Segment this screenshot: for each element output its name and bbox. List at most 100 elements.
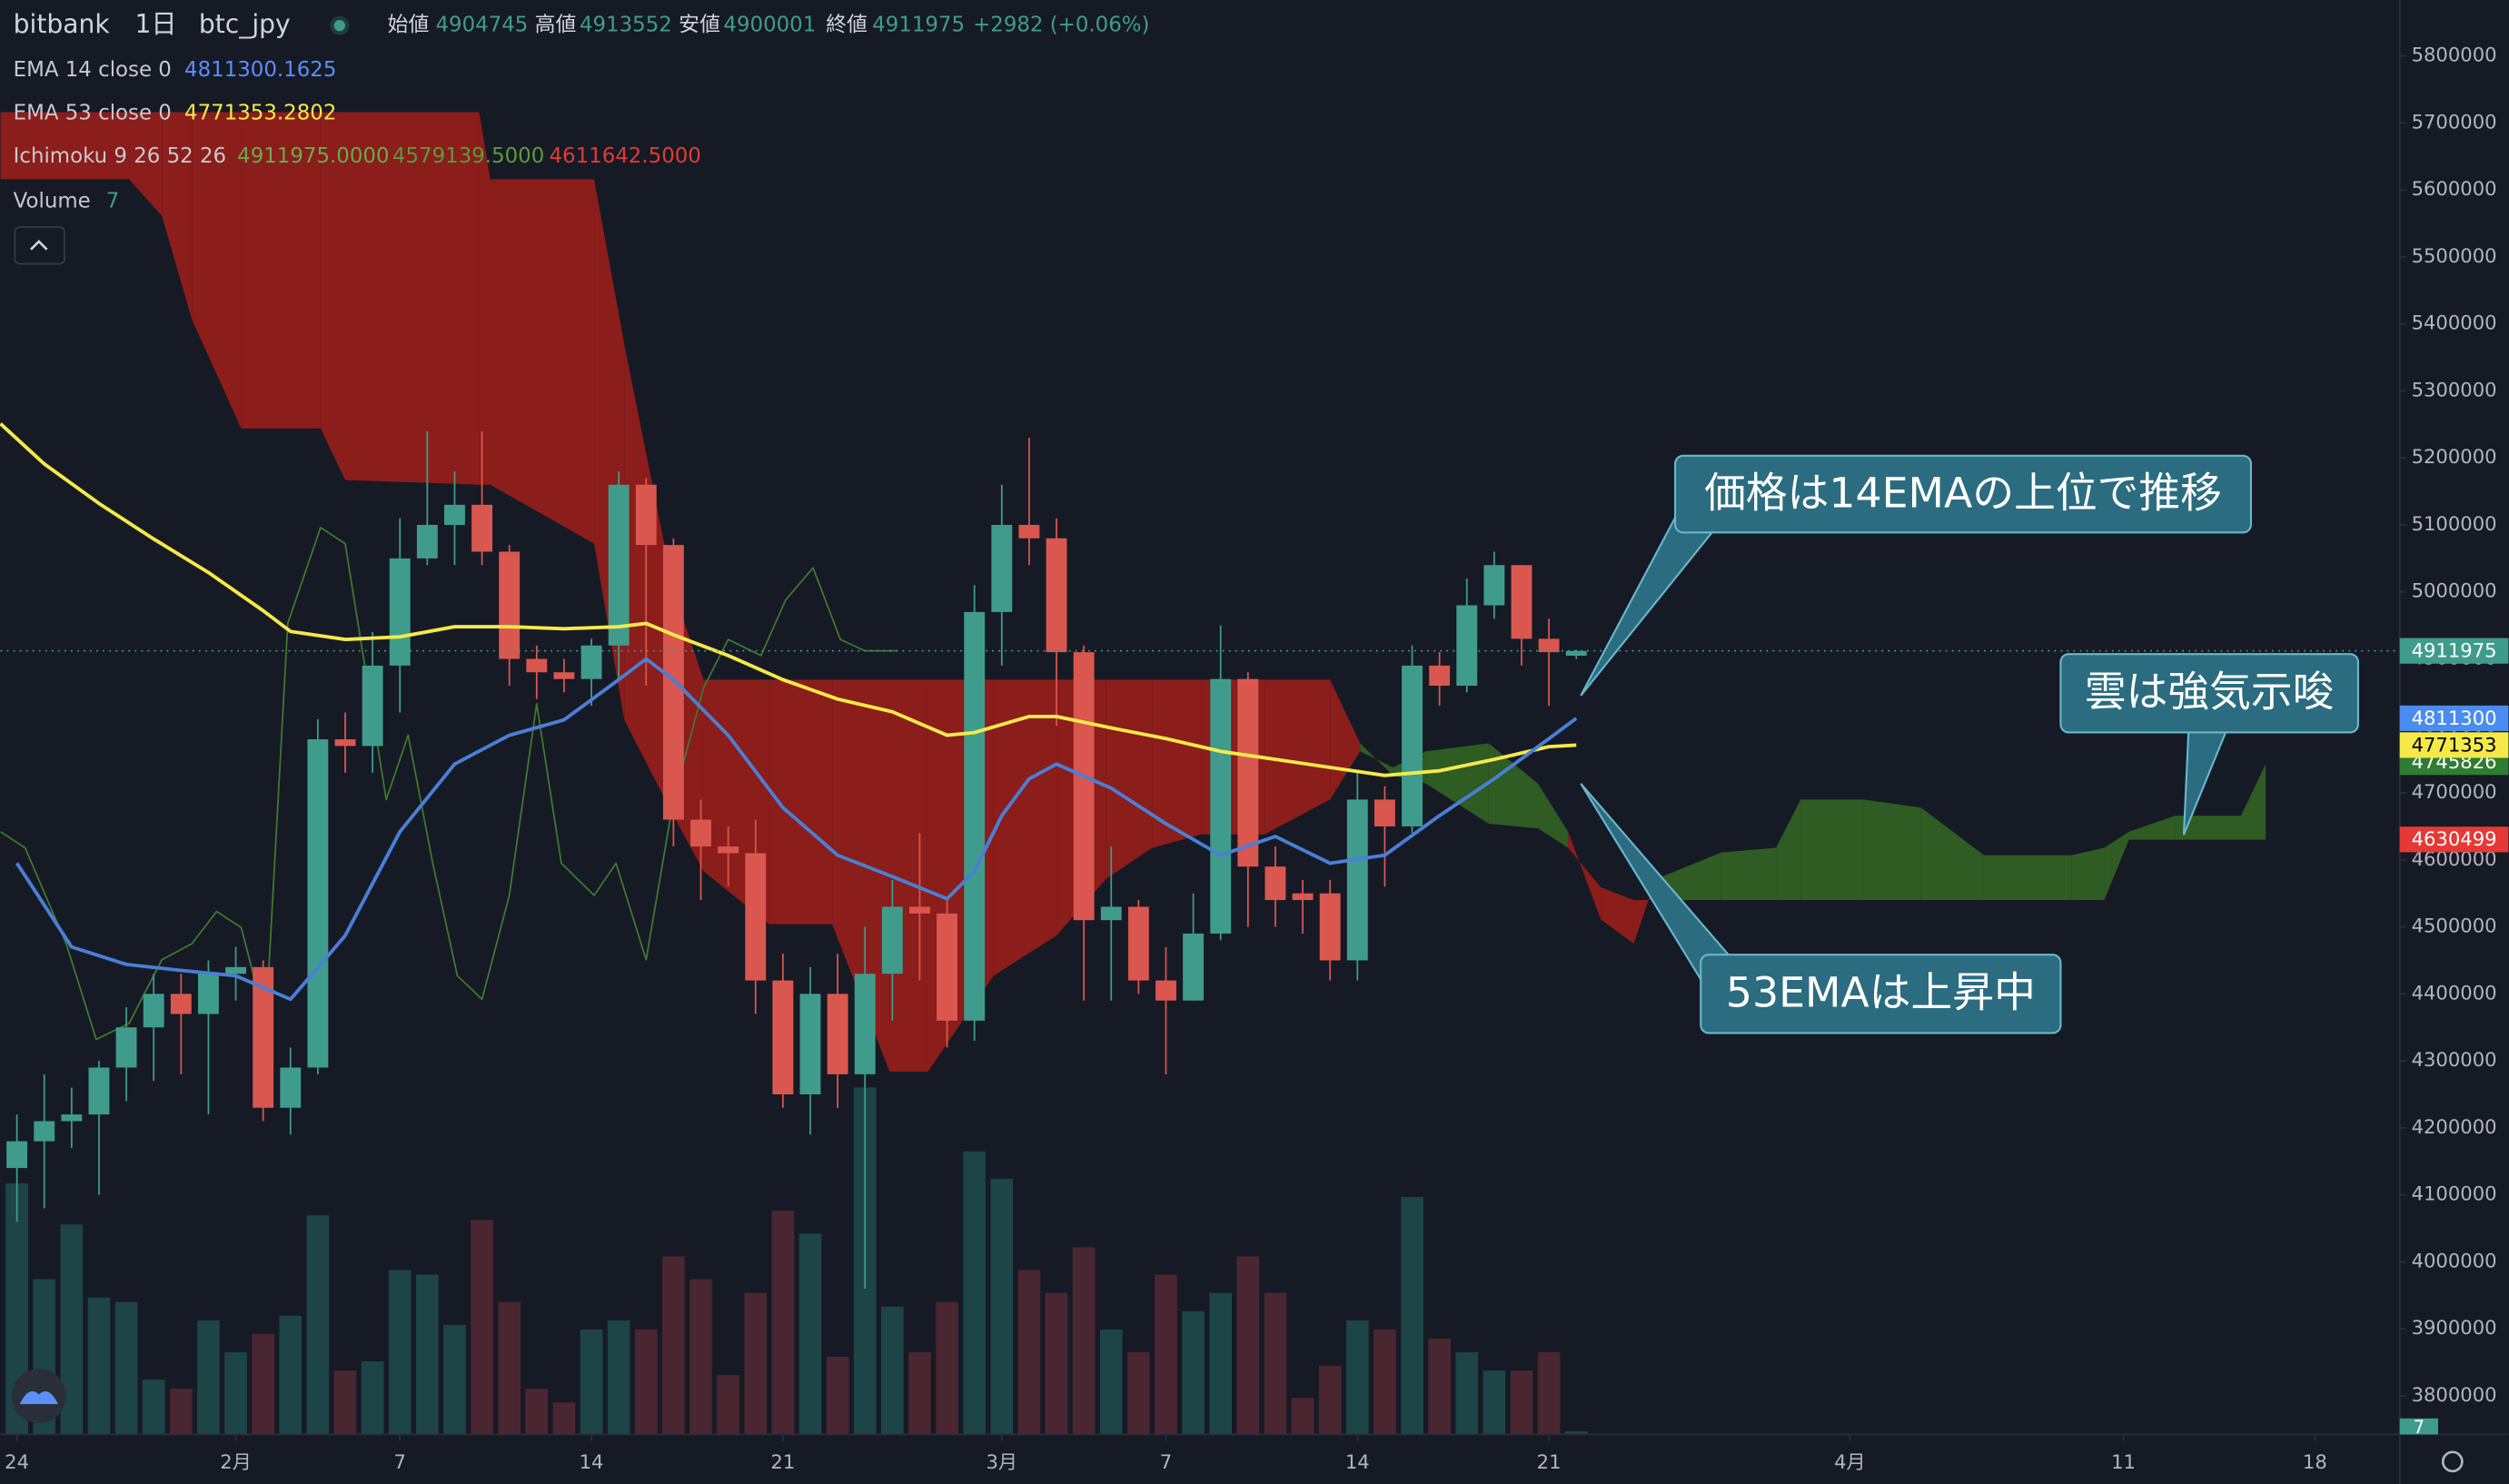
x-tick-label: 21 — [770, 1450, 795, 1473]
y-tick-label: 3800000 — [2412, 1383, 2497, 1406]
cloud-segment — [1538, 783, 1569, 848]
candle-body — [1155, 980, 1176, 1001]
candle-body — [499, 551, 521, 659]
volume-bar — [416, 1274, 439, 1435]
volume-bar — [1537, 1351, 1561, 1435]
x-tick-label: 4月 — [1834, 1450, 1866, 1473]
volume-bar — [1072, 1247, 1096, 1435]
cloud-segment — [320, 112, 346, 480]
volume-bar — [689, 1279, 712, 1435]
ohlc-label: 高値 — [535, 14, 577, 37]
cloud-segment — [192, 112, 242, 429]
candle-body — [1018, 524, 1040, 539]
candle-body — [225, 966, 246, 974]
candle-body — [772, 980, 794, 1094]
volume-bar — [471, 1220, 493, 1435]
candle-body — [1127, 906, 1149, 981]
x-tick-label: 24 — [5, 1450, 29, 1473]
candle-body — [471, 504, 493, 552]
legend-label: Ichimoku 9 26 52 26 — [14, 144, 226, 168]
pair: btc_jpy — [199, 9, 291, 39]
candle-body — [143, 994, 164, 1028]
volume-bar — [1318, 1366, 1342, 1435]
cloud-segment — [2241, 764, 2266, 840]
legend-label: EMA 14 close 0 — [14, 58, 172, 82]
volume-bar — [881, 1306, 904, 1435]
y-tick-label: 5200000 — [2412, 445, 2497, 468]
x-tick-label: 3月 — [987, 1450, 1018, 1473]
cloud-segment — [1863, 799, 1921, 901]
candle-body — [635, 484, 657, 546]
overlay: bitbank 1日 btc_jpy 始値 4904745 高値 4913552 安値 4900… — [14, 9, 2359, 1034]
y-tick-label: 5400000 — [2412, 312, 2497, 334]
candle-body — [1319, 893, 1341, 961]
status-dot-inner — [333, 20, 345, 32]
candle-body — [1264, 866, 1286, 901]
candle-body — [718, 846, 739, 854]
volume-bar — [908, 1351, 931, 1435]
y-tick-label: 5500000 — [2412, 244, 2497, 267]
candle-body — [1511, 565, 1532, 639]
callout-text: 雲は強気示唆 — [2085, 668, 2335, 717]
candle-body — [553, 672, 575, 679]
candle-body — [690, 819, 711, 847]
candle-body — [745, 853, 767, 981]
price-tag — [2399, 732, 2509, 758]
y-tick-label: 4700000 — [2412, 780, 2497, 803]
cloud-segment — [1568, 831, 1602, 920]
volume-bar — [552, 1402, 576, 1435]
callout-box — [2059, 653, 2359, 734]
ohlc-value: 4913552 — [580, 14, 672, 37]
price-tag — [2399, 638, 2509, 664]
cloud-segment — [1776, 799, 1801, 901]
candle-body — [253, 966, 274, 1108]
candle-body — [416, 524, 438, 559]
legend-value: 4811300.1625 — [184, 58, 336, 82]
settings-icon[interactable] — [2441, 1450, 2464, 1473]
x-tick-label: 7 — [1160, 1450, 1172, 1473]
volume-bar — [634, 1329, 658, 1435]
cloud-segment — [490, 179, 595, 544]
callout-box — [1700, 954, 2062, 1034]
cloud-segment — [479, 112, 491, 485]
callout-box — [1674, 454, 2253, 534]
volume-bar — [1099, 1329, 1123, 1435]
price-tag — [2399, 826, 2509, 853]
cloud-segment — [889, 679, 928, 1072]
x-tick-label: 18 — [2303, 1450, 2327, 1473]
y-tick-label: 5100000 — [2412, 512, 2497, 535]
volume-bar — [744, 1292, 768, 1435]
candle-body — [389, 558, 411, 666]
volume-bar — [963, 1151, 987, 1435]
legend-label: Volume — [14, 189, 91, 213]
candle-body — [170, 994, 192, 1014]
cloud-segment — [0, 112, 130, 180]
candle-body — [444, 504, 465, 525]
x-tick-label: 14 — [580, 1450, 604, 1473]
volume-bar — [388, 1270, 412, 1435]
legend-value: 4579139.5000 — [392, 144, 544, 168]
cloud-segment — [241, 112, 321, 429]
volume-bar — [1209, 1292, 1233, 1435]
x-tick-label: 2月 — [220, 1450, 252, 1473]
legend-value: 4911975.0000 — [237, 144, 389, 168]
volume-bar — [1127, 1351, 1150, 1435]
x-tick-label: 21 — [1537, 1450, 1562, 1473]
volume-bar — [306, 1215, 330, 1435]
candle-body — [362, 665, 383, 747]
cloud-segment — [769, 679, 833, 925]
y-tick-label: 4300000 — [2412, 1048, 2497, 1071]
x-tick-label: 11 — [2111, 1450, 2136, 1473]
candle-body — [1046, 538, 1067, 653]
ema14-line — [15, 657, 1578, 1002]
volume-bar — [87, 1297, 111, 1435]
volume-bar — [1045, 1292, 1068, 1435]
volume-bar — [1264, 1292, 1287, 1435]
candle-body — [34, 1121, 55, 1142]
cloud-segment — [1983, 855, 2072, 901]
volume-bar — [936, 1301, 958, 1435]
x-tick-label: 14 — [1345, 1450, 1370, 1473]
collapse-button[interactable] — [14, 226, 65, 265]
candle-body — [799, 994, 821, 1094]
